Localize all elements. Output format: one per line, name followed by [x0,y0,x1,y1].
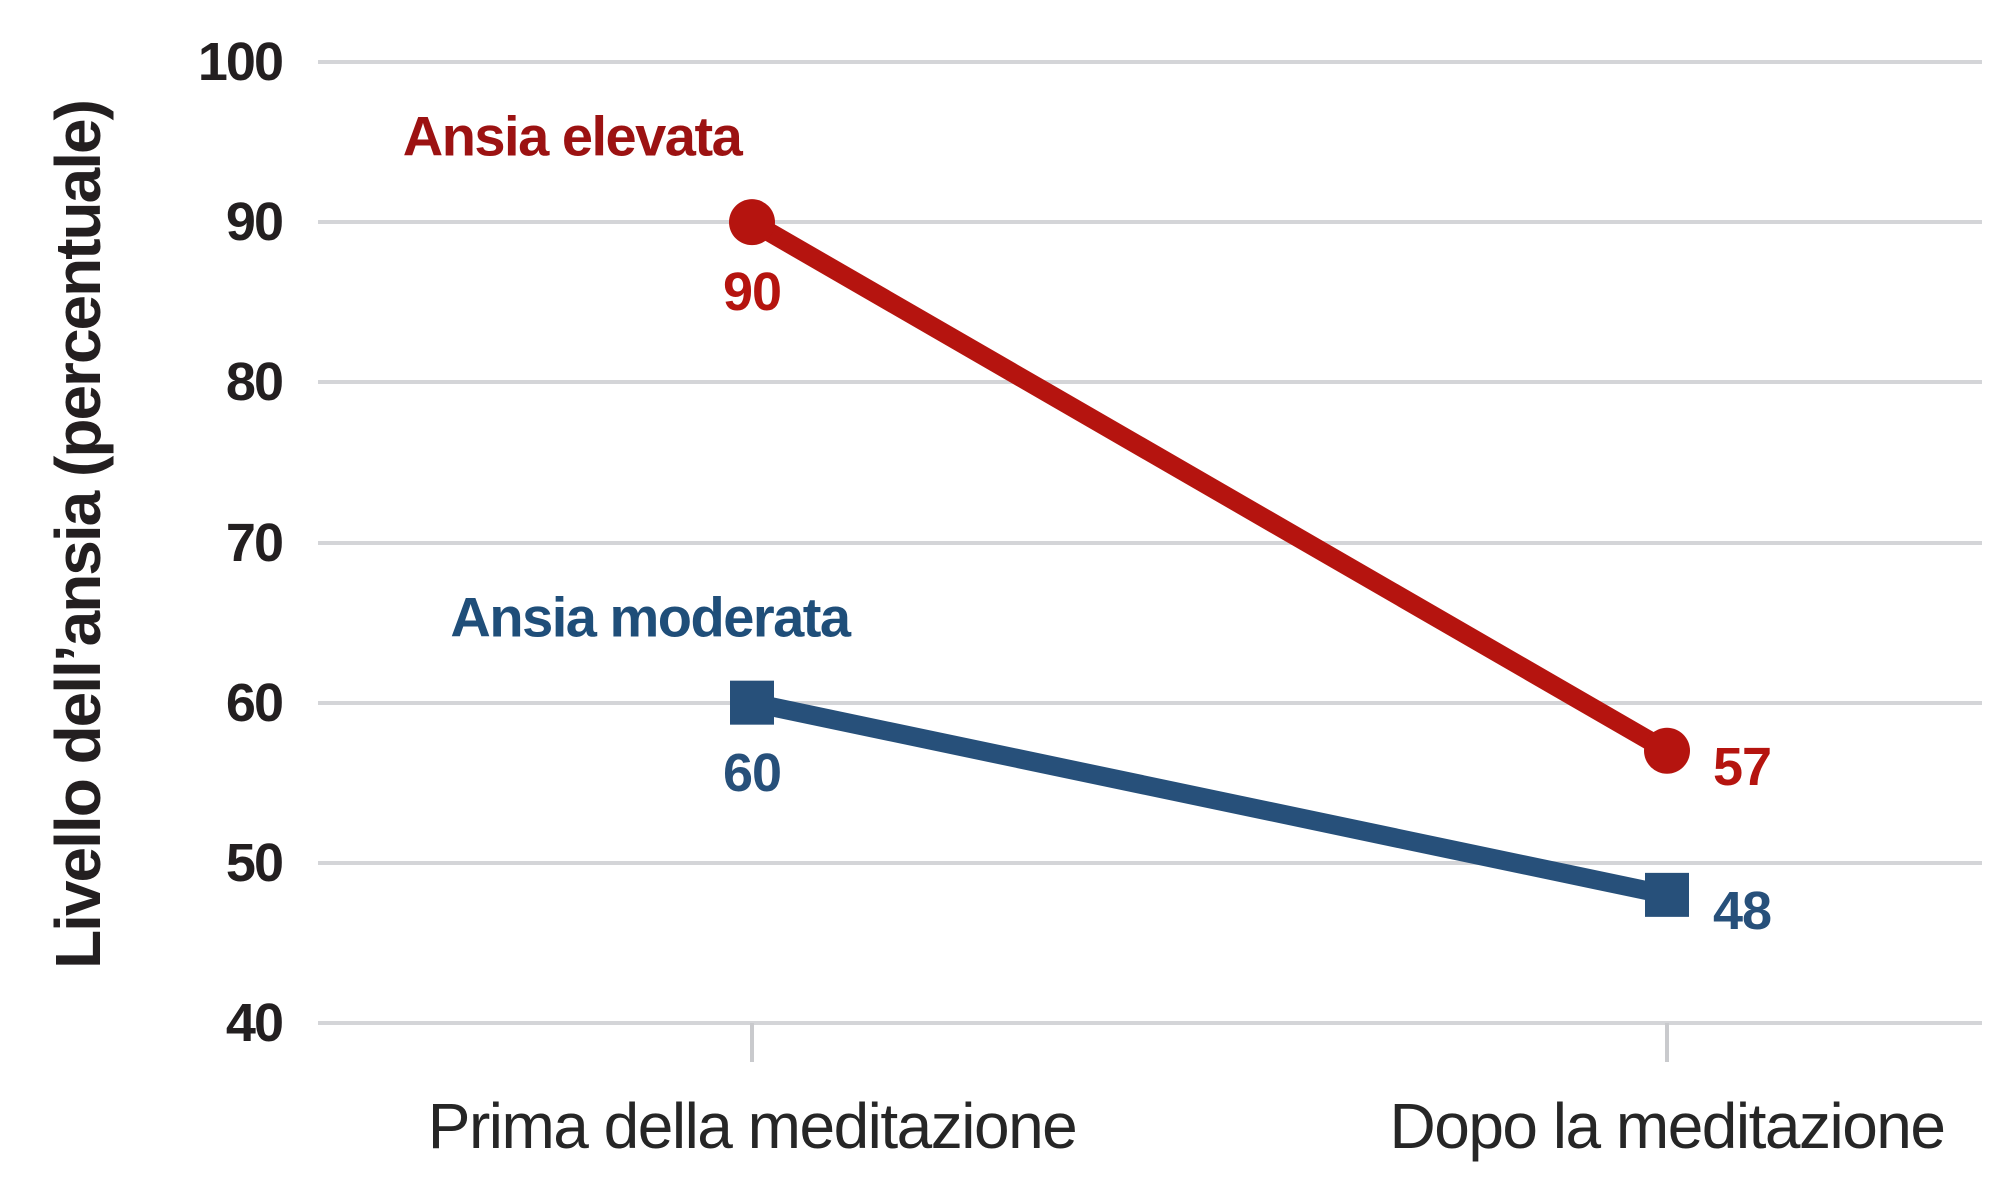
x-category-label-1: Dopo la meditazione [1389,1090,1946,1162]
gridline-50 [318,860,1982,865]
y-tick-label-80: 80 [225,352,284,413]
x-category-label-0: Prima della meditazione [427,1090,1078,1162]
x-tick-1 [1665,1023,1669,1062]
series-label-ansia-moderata: Ansia moderata [450,585,851,649]
y-tick-label-100: 100 [197,32,284,92]
circle-marker-s0-p0 [729,199,775,246]
series-line-1 [750,693,1669,905]
y-tick-label-70: 70 [225,512,284,573]
x-tick-0 [750,1023,754,1062]
point-value-label-s1-p1: 48 [1713,880,1772,941]
gridline-100 [318,60,1982,64]
gridline-60 [318,700,1982,705]
point-value-label-s0-p0: 90 [722,262,782,323]
y-tick-label-60: 60 [225,672,284,733]
y-tick-label-40: 40 [225,993,284,1053]
gridline-80 [318,380,1982,385]
series-label-ansia-elevata: Ansia elevata [402,104,743,168]
gridline-70 [318,540,1982,545]
circle-marker-s0-p1 [1644,727,1690,774]
square-marker-s1-p1 [1645,872,1689,917]
gridline-40 [318,1021,1982,1025]
point-value-label-s1-p0: 60 [722,742,782,803]
square-marker-s1-p0 [730,680,774,725]
point-value-label-s0-p1: 57 [1713,736,1772,797]
y-tick-label-90: 90 [225,192,284,253]
series-line-0 [747,213,1672,759]
y-tick-label-50: 50 [225,832,284,893]
gridline-90 [318,220,1982,225]
